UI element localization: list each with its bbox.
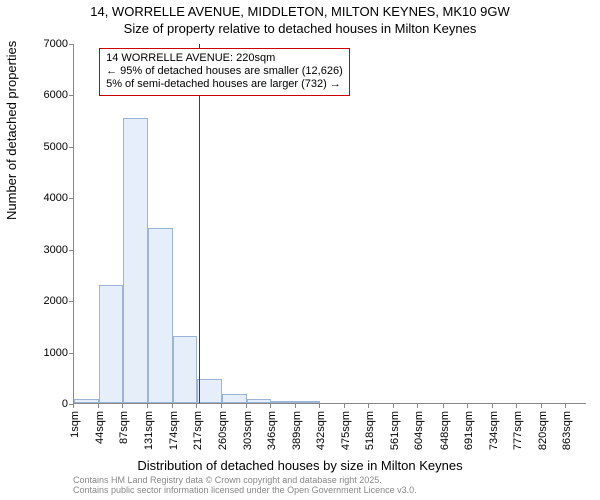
ytick-mark (69, 44, 73, 45)
bar (296, 401, 321, 403)
plot-area: 14 WORRELLE AVENUE: 220sqm ← 95% of deta… (73, 44, 586, 404)
bar (99, 285, 124, 403)
ytick-mark (69, 95, 73, 96)
bar (222, 394, 247, 403)
footnote-line2: Contains public sector information licen… (73, 486, 417, 496)
footnote: Contains HM Land Registry data © Crown c… (73, 476, 417, 496)
xtick-label: 777sqm (512, 411, 524, 450)
bar (197, 379, 222, 403)
bar (247, 399, 272, 403)
xtick-mark (295, 404, 296, 408)
ytick-mark (69, 147, 73, 148)
y-axis-label: Number of detached properties (4, 41, 19, 220)
ytick-label: 3000 (44, 244, 68, 256)
xtick-mark (98, 404, 99, 408)
xtick-label: 863sqm (561, 411, 573, 450)
xtick-mark (172, 404, 173, 408)
xtick-mark (541, 404, 542, 408)
xtick-mark (368, 404, 369, 408)
xtick-mark (221, 404, 222, 408)
xtick-mark (443, 404, 444, 408)
xtick-label: 389sqm (291, 411, 303, 450)
ytick-mark (69, 198, 73, 199)
xtick-label: 174sqm (168, 411, 180, 450)
xtick-label: 691sqm (463, 411, 475, 450)
ytick-label: 4000 (44, 192, 68, 204)
legend-line2: ← 95% of detached houses are smaller (12… (106, 65, 343, 78)
xtick-label: 1sqm (69, 411, 81, 438)
xtick-label: 518sqm (364, 411, 376, 450)
ytick-mark (69, 301, 73, 302)
ytick-label: 2000 (44, 295, 68, 307)
xtick-label: 131sqm (143, 411, 155, 450)
xtick-label: 820sqm (537, 411, 549, 450)
chart-title-line1: 14, WORRELLE AVENUE, MIDDLETON, MILTON K… (0, 4, 600, 19)
ytick-label: 7000 (44, 38, 68, 50)
xtick-label: 87sqm (118, 411, 130, 444)
xtick-mark (147, 404, 148, 408)
xtick-mark (393, 404, 394, 408)
xtick-mark (319, 404, 320, 408)
xtick-label: 303sqm (242, 411, 254, 450)
bar (148, 228, 173, 403)
xtick-label: 432sqm (315, 411, 327, 450)
bar (123, 118, 148, 403)
xtick-label: 648sqm (439, 411, 451, 450)
xtick-label: 734sqm (488, 411, 500, 450)
legend-line3: 5% of semi-detached houses are larger (7… (106, 78, 343, 91)
marker-line (199, 44, 200, 403)
xtick-label: 346sqm (266, 411, 278, 450)
bar (271, 401, 296, 403)
ytick-mark (69, 250, 73, 251)
histogram-chart: 14, WORRELLE AVENUE, MIDDLETON, MILTON K… (0, 0, 600, 500)
xtick-label: 217sqm (192, 411, 204, 450)
xtick-mark (467, 404, 468, 408)
xtick-mark (417, 404, 418, 408)
chart-title-line2: Size of property relative to detached ho… (0, 21, 600, 36)
xtick-label: 260sqm (217, 411, 229, 450)
xtick-label: 604sqm (413, 411, 425, 450)
legend-line1: 14 WORRELLE AVENUE: 220sqm (106, 52, 343, 65)
ytick-label: 1000 (44, 347, 68, 359)
xtick-mark (344, 404, 345, 408)
xtick-mark (73, 404, 74, 408)
xtick-label: 561sqm (389, 411, 401, 450)
ytick-mark (69, 353, 73, 354)
xtick-label: 475sqm (340, 411, 352, 450)
xtick-mark (492, 404, 493, 408)
xtick-mark (122, 404, 123, 408)
xtick-label: 44sqm (94, 411, 106, 444)
xtick-mark (246, 404, 247, 408)
ytick-label: 0 (62, 398, 68, 410)
bar (74, 399, 99, 403)
xtick-mark (270, 404, 271, 408)
bars-group (74, 44, 586, 403)
xtick-mark (516, 404, 517, 408)
ytick-label: 5000 (44, 141, 68, 153)
bar (173, 336, 198, 403)
xtick-mark (196, 404, 197, 408)
ytick-label: 6000 (44, 89, 68, 101)
xtick-mark (565, 404, 566, 408)
x-axis-label: Distribution of detached houses by size … (0, 458, 600, 473)
legend-box: 14 WORRELLE AVENUE: 220sqm ← 95% of deta… (99, 48, 350, 96)
